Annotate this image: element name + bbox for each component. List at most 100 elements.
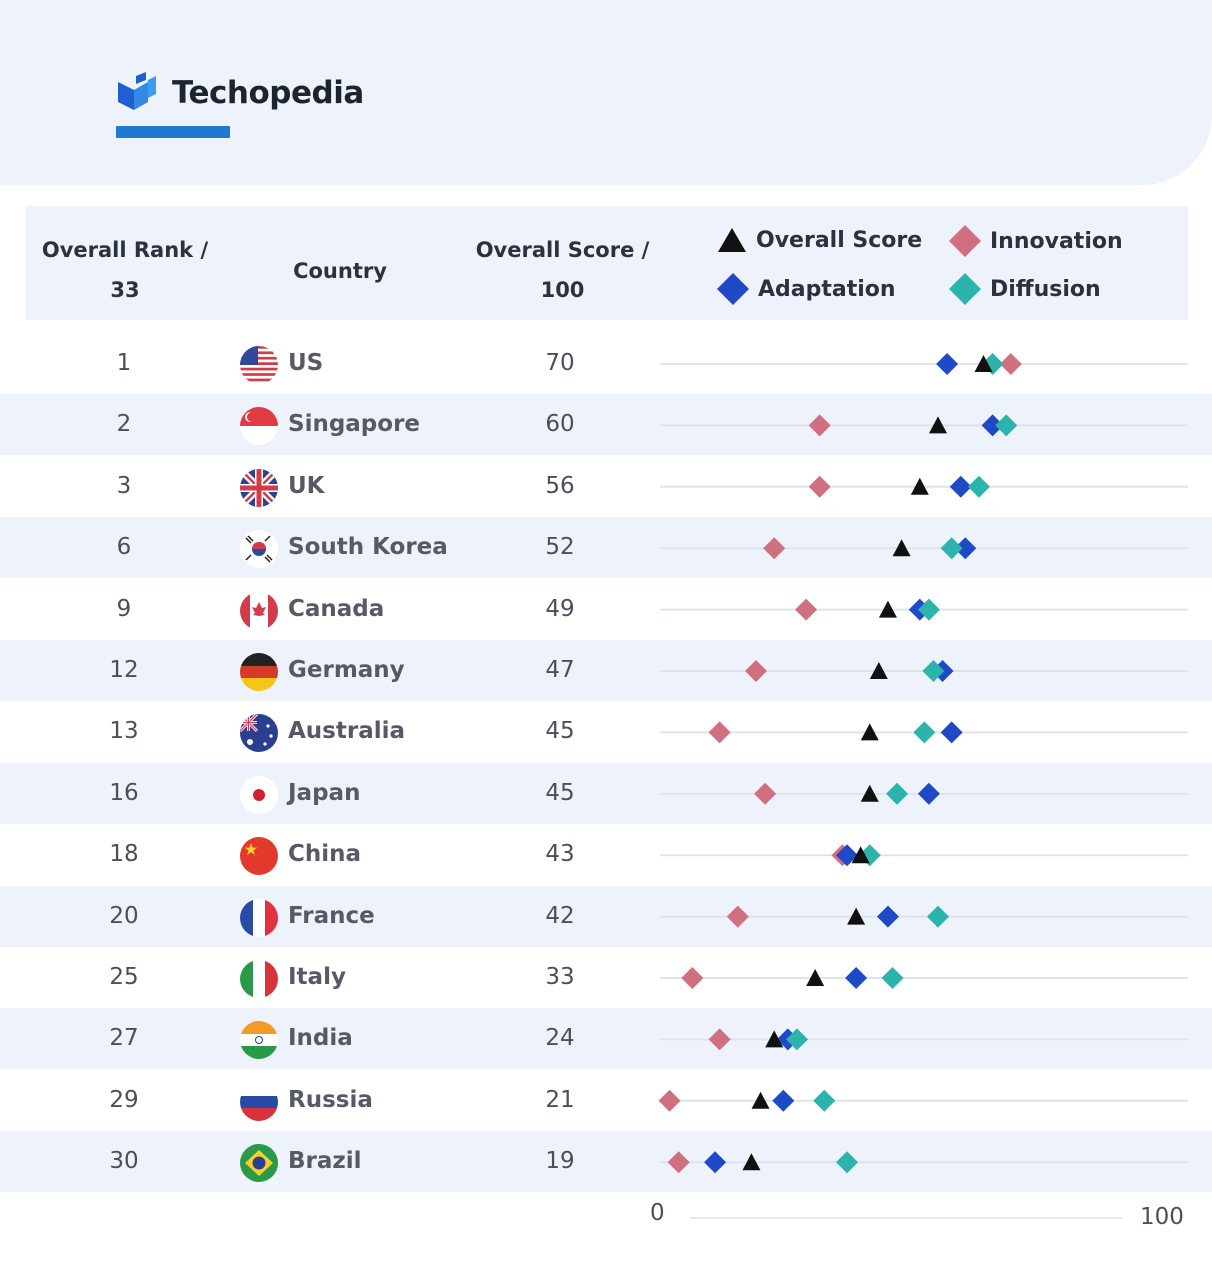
rank-cell: 27 xyxy=(109,1025,139,1052)
score-cell: 49 xyxy=(545,595,575,622)
header-score-line2: 100 xyxy=(540,278,585,302)
diffusion-point-uk xyxy=(967,475,990,498)
techopedia-logo-icon xyxy=(118,72,156,110)
score-cell: 45 xyxy=(545,779,575,806)
overall-score-point-us xyxy=(974,355,993,372)
brand-name: Techopedia xyxy=(172,75,364,111)
italy-flag-icon xyxy=(240,960,278,998)
header-score-line1: Overall Score / xyxy=(475,238,650,262)
score-cell: 42 xyxy=(545,902,575,929)
header-rank: Overall Rank / 33 xyxy=(30,230,220,310)
rank-cell: 3 xyxy=(116,472,132,499)
innovation-point-south-korea xyxy=(763,537,786,560)
diamond-icon xyxy=(949,273,981,305)
header-country: Country xyxy=(293,259,387,283)
score-cell: 60 xyxy=(545,411,575,438)
table-row: 3 UK 56 xyxy=(0,456,1212,517)
innovation-point-italy xyxy=(681,967,704,989)
adaptation-point-australia xyxy=(940,721,963,744)
legend-diffusion-label: Diffusion xyxy=(990,276,1101,302)
header-rank-line2: 33 xyxy=(110,278,140,302)
score-cell: 43 xyxy=(545,841,575,868)
overall-score-point-india xyxy=(765,1030,784,1048)
table-row: 12 Germany 47 xyxy=(0,640,1212,701)
overall-score-point-italy xyxy=(806,969,825,986)
country-cell: Canada xyxy=(288,595,385,622)
country-cell: Japan xyxy=(288,779,361,806)
axis-max-label: 100 xyxy=(1140,1204,1184,1230)
header-banner xyxy=(0,0,1212,185)
innovation-point-us xyxy=(999,353,1022,375)
overall-score-point-japan xyxy=(860,784,879,802)
legend-innovation-label: Innovation xyxy=(990,228,1123,254)
adaptation-point-brazil xyxy=(704,1151,727,1174)
table-row: 25 Italy 33 xyxy=(0,947,1212,1008)
diffusion-point-canada xyxy=(917,598,940,621)
country-cell: Italy xyxy=(288,964,346,990)
innovation-point-australia xyxy=(708,721,731,744)
overall-score-point-brazil xyxy=(742,1153,761,1171)
axis-min-label: 0 xyxy=(650,1200,665,1226)
diffusion-point-italy xyxy=(881,967,904,989)
diffusion-point-singapore xyxy=(995,414,1018,437)
south-korea-flag-icon xyxy=(240,530,278,569)
country-cell: Singapore xyxy=(288,411,421,438)
germany-flag-icon xyxy=(240,653,278,691)
adaptation-point-uk xyxy=(949,475,972,498)
rank-cell: 1 xyxy=(116,350,132,376)
overall-score-point-china xyxy=(851,846,870,864)
legend-innovation: Innovation xyxy=(948,224,1123,258)
rank-cell: 30 xyxy=(109,1148,139,1175)
rank-cell: 25 xyxy=(109,964,139,990)
overall-score-point-singapore xyxy=(929,416,947,434)
innovation-point-russia xyxy=(658,1089,681,1112)
innovation-point-singapore xyxy=(808,414,831,437)
diffusion-point-australia xyxy=(913,721,936,744)
country-cell: France xyxy=(288,902,375,929)
rank-cell: 13 xyxy=(109,718,139,745)
rank-cell: 6 xyxy=(116,534,132,561)
score-cell: 52 xyxy=(545,534,575,561)
score-cell: 33 xyxy=(545,964,575,990)
diffusion-point-south-korea xyxy=(940,537,963,560)
india-flag-icon xyxy=(240,1021,278,1060)
innovation-point-brazil xyxy=(667,1151,690,1174)
country-cell: UK xyxy=(288,472,325,499)
innovation-point-canada xyxy=(795,598,818,621)
adaptation-point-china xyxy=(836,844,858,867)
overall-score-point-russia xyxy=(751,1091,770,1109)
overall-score-point-australia xyxy=(860,723,879,741)
country-cell: US xyxy=(288,350,324,376)
table-row: 13 Australia 45 xyxy=(0,701,1212,762)
score-cell: 21 xyxy=(545,1086,575,1113)
table-row: 2 Singapore 60 xyxy=(0,394,1212,456)
country-cell: South Korea xyxy=(288,534,448,561)
legend-overall: Overall Score xyxy=(716,226,922,254)
innovation-point-india xyxy=(708,1028,731,1051)
table-row: 9 Canada 49 xyxy=(0,579,1212,640)
country-cell: Germany xyxy=(288,657,405,683)
brand-logo: Techopedia xyxy=(114,70,364,116)
diffusion-point-germany xyxy=(922,660,945,682)
overall-score-point-south-korea xyxy=(892,539,911,557)
adaptation-point-japan xyxy=(917,782,940,805)
table-header xyxy=(26,206,1188,320)
diffusion-point-brazil xyxy=(836,1151,858,1174)
adaptation-point-singapore xyxy=(981,414,1004,437)
diffusion-point-russia xyxy=(813,1089,836,1112)
table-row: 1 US 70 xyxy=(0,333,1212,394)
adaptation-point-france xyxy=(876,905,899,928)
legend-overall-label: Overall Score xyxy=(756,227,923,253)
adaptation-point-italy xyxy=(845,967,868,989)
triangle-icon xyxy=(718,228,746,252)
rank-cell: 18 xyxy=(109,841,139,868)
innovation-point-japan xyxy=(754,782,777,805)
brand-underline xyxy=(116,126,230,138)
innovation-point-germany xyxy=(745,660,767,682)
country-cell: Australia xyxy=(288,718,406,745)
country-cell: Russia xyxy=(288,1086,373,1113)
diffusion-point-france xyxy=(927,905,949,928)
diffusion-point-japan xyxy=(886,782,909,805)
rank-cell: 20 xyxy=(109,902,139,929)
